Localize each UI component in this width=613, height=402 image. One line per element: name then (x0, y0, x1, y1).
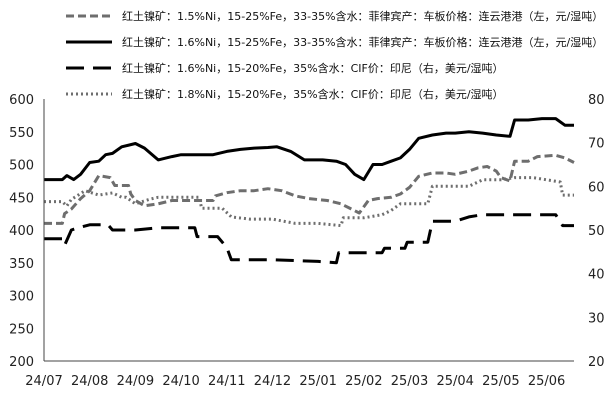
x-tick-label: 24/10 (162, 374, 199, 389)
y-right-tick-label: 30 (588, 311, 605, 326)
legend: 红土镍矿：1.5%Ni，15-25%Fe，33-35%含水：菲律宾产：车板价格：… (66, 9, 603, 101)
x-tick-label: 25/03 (391, 374, 428, 389)
x-tick-label: 25/02 (345, 374, 382, 389)
y-left-tick-label: 600 (9, 93, 34, 108)
x-tick-label: 24/09 (117, 374, 154, 389)
x-tick-label: 24/11 (208, 374, 245, 389)
x-tick-label: 24/12 (254, 374, 291, 389)
y-left-tick-label: 300 (9, 290, 34, 305)
y-right-tick-label: 50 (588, 224, 605, 239)
y-right-tick-label: 40 (588, 268, 605, 283)
plot-area (44, 117, 575, 265)
y-left-tick-label: 250 (9, 322, 34, 337)
y-left-tick-label: 500 (9, 159, 34, 174)
legend-label-0: 红土镍矿：1.5%Ni，15-25%Fe，33-35%含水：菲律宾产：车板价格：… (122, 9, 603, 23)
y-right-tick-label: 20 (588, 355, 605, 370)
y-left-tick-label: 550 (9, 126, 34, 141)
x-tick-label: 25/04 (436, 374, 473, 389)
legend-label-2: 红土镍矿：1.6%Ni，15-20%Fe，35%含水：CIF价：印尼（右，美元/… (122, 61, 504, 75)
y-left-tick-label: 200 (9, 355, 34, 370)
legend-label-3: 红土镍矿：1.8%Ni，15-20%Fe，35%含水：CIF价：印尼（右，美元/… (122, 87, 504, 101)
series-line-0 (44, 153, 575, 225)
y-left-tick-label: 350 (9, 257, 34, 272)
y-right-tick-label: 70 (588, 137, 605, 152)
axes: 200 250 300 350 400 450 500 550 600 20 30 40 50 60 70 8… (9, 93, 604, 389)
series-line-1 (44, 117, 574, 182)
x-tick-label: 25/06 (528, 374, 565, 389)
series-line-2 (44, 213, 574, 265)
y-left-tick-label: 450 (9, 191, 34, 206)
x-tick-label: 25/05 (482, 374, 519, 389)
y-right-tick-label: 60 (588, 180, 605, 195)
legend-label-1: 红土镍矿：1.6%Ni，15-25%Fe，33-35%含水：菲律宾产：车板价格：… (122, 35, 603, 49)
y-right-tick-label: 80 (588, 93, 605, 108)
x-tick-label: 24/07 (25, 374, 62, 389)
x-tick-label: 24/08 (71, 374, 108, 389)
x-tick-label: 25/01 (299, 374, 336, 389)
y-left-tick-label: 400 (9, 224, 34, 239)
